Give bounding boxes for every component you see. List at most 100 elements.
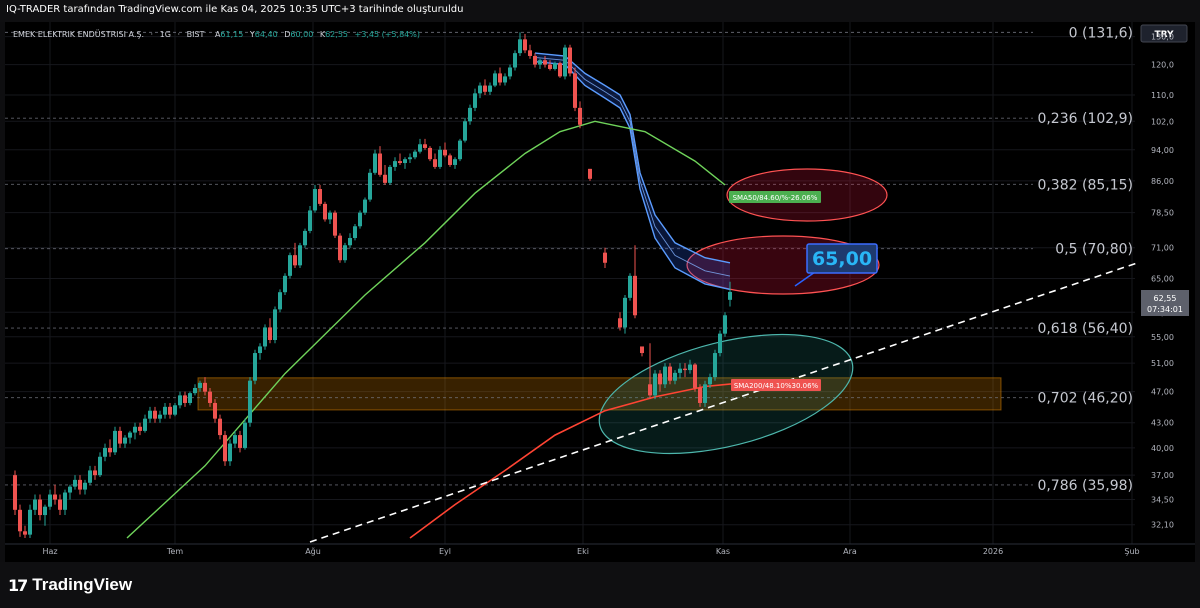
chart-frame[interactable] (5, 22, 1195, 562)
candle-38 (203, 377, 207, 396)
currency-button[interactable]: TRY (1140, 24, 1188, 43)
candle-body (683, 368, 687, 371)
candle-body (383, 174, 387, 183)
candle-84 (433, 153, 437, 169)
candle-102 (523, 33, 527, 54)
candle-132 (703, 380, 707, 407)
candle-13 (78, 475, 82, 495)
candle-11 (68, 484, 72, 500)
price-tick-5: 86,00 (1151, 177, 1174, 186)
candle-54 (283, 273, 287, 296)
candle-body (543, 60, 547, 65)
candle-30 (163, 402, 167, 419)
candle-body (73, 479, 77, 487)
instrument-name: EMEK ELEKTRIK ENDÜSTRISI A.Ş. (13, 29, 144, 39)
candle-body (538, 60, 542, 65)
candle-body (88, 470, 92, 483)
candle-body (203, 382, 207, 392)
time-axis[interactable]: Haz Tem Ağu Eyl Eki Kas Ara 2026 Şub (5, 543, 1195, 556)
candle-29 (158, 410, 162, 423)
candle-body (273, 309, 277, 340)
candle-78 (403, 157, 407, 169)
candle-63 (328, 210, 332, 224)
candle-body (623, 297, 627, 328)
candle-18 (103, 443, 107, 462)
candle-94 (483, 79, 487, 95)
candle-55 (288, 252, 292, 279)
candle-body (138, 426, 142, 431)
candle-body (463, 121, 467, 141)
candle-24 (133, 422, 137, 440)
candle-body (453, 159, 457, 165)
candle-57 (298, 242, 302, 268)
candle-body (388, 166, 392, 183)
candle-body (123, 437, 127, 444)
sma200-label: SMA200/48.10%30.06% (731, 379, 821, 391)
candle-body (568, 47, 572, 74)
candle-17 (98, 452, 102, 478)
candle-124 (663, 363, 667, 388)
trend-line[interactable] (309, 261, 1141, 543)
candle-88 (453, 157, 457, 169)
candle-body (528, 50, 532, 56)
candle-61 (318, 184, 322, 207)
candle-1 (18, 504, 22, 537)
candle-100 (513, 50, 517, 71)
price-axis[interactable]: 130,0 120,0 110,0 102,0 94,00 86,00 78,50 71,00… (1151, 33, 1174, 530)
bar-countdown: 07:34:01 (1147, 305, 1183, 314)
candle-body (68, 486, 72, 493)
candle-91 (468, 104, 472, 125)
footer-bar: 17 TradingView (0, 562, 1200, 608)
candle-66 (343, 242, 347, 263)
time-tick-4: Eki (577, 547, 589, 556)
candle-44 (233, 430, 237, 448)
channel-fill (535, 53, 730, 290)
channel-upper-line (534, 52, 731, 264)
candle-body (163, 406, 167, 415)
candle-body (108, 447, 112, 453)
candle-103 (528, 44, 532, 59)
target-callout[interactable]: 65,00 (794, 243, 878, 287)
price-tick-12: 47,00 (1151, 388, 1174, 397)
candle-7 (48, 489, 52, 510)
candle-body (418, 144, 422, 152)
candle-body (438, 149, 442, 167)
candle-128 (683, 363, 687, 378)
candle-113 (578, 101, 582, 129)
candle-28 (153, 406, 157, 423)
price-chart[interactable]: 0 (131,6) 0,236 (102,9) 0,382 (85,15) 0,5 (… (5, 22, 1195, 562)
candle-body (518, 39, 522, 54)
time-tick-1: Tem (166, 547, 183, 556)
candle-70 (363, 197, 367, 215)
candle-body (53, 494, 57, 500)
candle-body (663, 366, 667, 385)
candle-body (238, 435, 242, 448)
candle-107 (548, 60, 552, 71)
candle-129 (688, 359, 692, 374)
attribution-text: IQ-TRADER tarafından TradingView.com ile… (6, 4, 464, 15)
tradingview-logo[interactable]: 17 TradingView (8, 575, 132, 595)
legend-sep-1: · (151, 30, 154, 39)
candle-20 (113, 426, 117, 455)
candle-87 (448, 153, 452, 167)
candle-body (508, 67, 512, 77)
candle-72 (373, 149, 377, 175)
candle-body (328, 212, 332, 220)
candle-body (223, 435, 227, 462)
price-tick-8: 65,00 (1151, 275, 1174, 284)
time-tick-8: Şub (1124, 547, 1139, 556)
candle-9 (58, 494, 62, 516)
gridlines (5, 22, 1135, 544)
candle-body (78, 479, 82, 490)
candle-body (308, 210, 312, 231)
candle-body (278, 292, 282, 310)
attribution-bar: IQ-TRADER tarafından TradingView.com ile… (0, 0, 1200, 22)
candle-body (688, 364, 692, 371)
candle-body (633, 275, 637, 316)
candle-104 (533, 53, 537, 68)
candle-body (403, 159, 407, 164)
candle-23 (128, 430, 132, 444)
candle-body (493, 73, 497, 86)
candle-10 (63, 489, 67, 516)
candle-90 (463, 117, 467, 143)
